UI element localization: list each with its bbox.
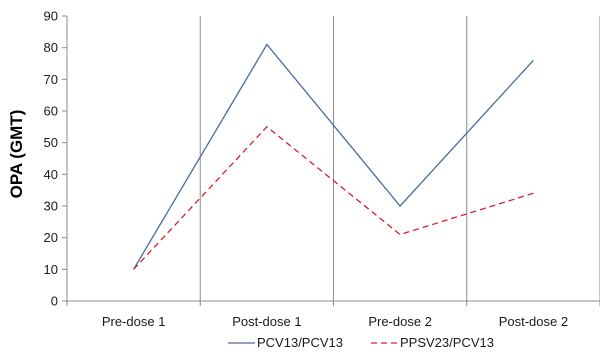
- legend: PCV13/PCV13 PPSV23/PCV13: [228, 335, 494, 350]
- y-axis-title: OPA (GMT): [7, 110, 26, 199]
- axis-layer: 0 10 20 30 40 50 60 70 80 90 Pre-dose 1 Post-dose 1…: [44, 9, 600, 329]
- series-line-2: [133, 125, 534, 270]
- x-tick-label: Post-dose 2: [499, 314, 568, 329]
- y-tick-label: 60: [44, 104, 58, 119]
- series-line-1: [133, 43, 534, 270]
- y-tick-label: 90: [44, 9, 58, 24]
- legend-label-2: PPSV23/PCV13: [400, 335, 494, 350]
- y-tick-label: 0: [51, 294, 58, 309]
- x-tick-label: Pre-dose 1: [102, 314, 166, 329]
- grid-layer: [199, 16, 600, 301]
- legend-label-1: PCV13/PCV13: [257, 335, 343, 350]
- x-tick-label: Pre-dose 2: [368, 314, 432, 329]
- y-tick-label: 30: [44, 199, 58, 214]
- series-layer: [133, 43, 534, 270]
- y-tick-label: 20: [44, 230, 58, 245]
- y-tick-label: 70: [44, 72, 58, 87]
- x-tick-label: Post-dose 1: [232, 314, 301, 329]
- y-tick-label: 10: [44, 262, 58, 277]
- y-tick-label: 80: [44, 40, 58, 55]
- y-tick-label: 50: [44, 135, 58, 150]
- y-tick-label: 40: [44, 167, 58, 182]
